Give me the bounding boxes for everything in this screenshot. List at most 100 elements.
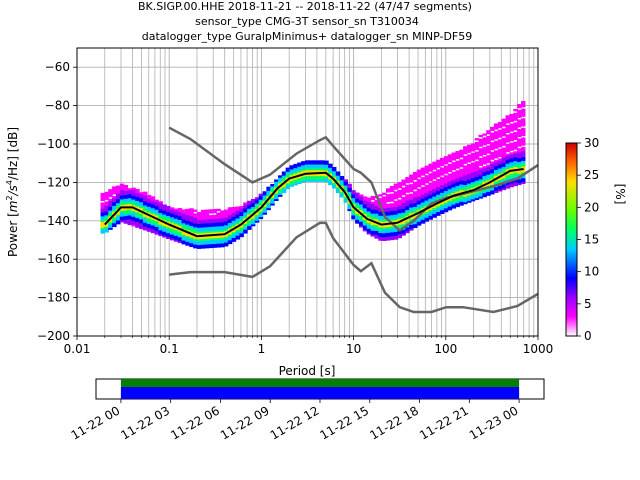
density-cell: [401, 193, 406, 196]
density-cell: [486, 164, 491, 168]
density-cell: [266, 190, 271, 193]
density-cell: [177, 229, 183, 232]
density-cell: [509, 144, 514, 147]
density-cell: [412, 193, 418, 196]
density-cell: [455, 170, 460, 173]
density-cell: [127, 197, 132, 201]
density-cell: [343, 185, 349, 188]
density-cell: [459, 153, 464, 156]
density-cell: [409, 184, 414, 187]
density-cell: [200, 209, 206, 213]
density-cell: [447, 183, 453, 186]
density-cell: [505, 117, 511, 120]
density-cell: [154, 207, 159, 210]
density-cell: [420, 213, 426, 216]
density-cell: [239, 219, 244, 222]
timeline-tick-label: 11-22 09: [218, 403, 272, 442]
density-cell: [389, 193, 395, 196]
density-cell: [119, 216, 125, 219]
density-cell: [158, 208, 163, 212]
density-cell: [304, 179, 310, 182]
density-cell: [200, 217, 206, 220]
density-cell: [127, 192, 132, 195]
density-cell: [447, 163, 453, 167]
density-cell: [401, 189, 406, 192]
density-cell: [382, 196, 387, 199]
density-cell: [142, 191, 148, 194]
density-cell: [193, 209, 198, 212]
density-cell: [358, 219, 364, 222]
density-cell: [270, 199, 275, 202]
density-cell: [416, 192, 422, 195]
y-tick-label: −140: [37, 214, 70, 228]
density-cell: [382, 217, 387, 220]
density-cell: [517, 109, 522, 113]
density-cell: [497, 160, 503, 163]
density-cell: [181, 240, 186, 243]
density-cell: [200, 225, 206, 228]
density-cell: [409, 187, 414, 191]
density-cell: [420, 182, 426, 186]
density-cell: [424, 204, 430, 207]
density-cell: [409, 201, 414, 204]
density-cell: [235, 214, 241, 217]
density-cell: [405, 188, 410, 191]
density-cell: [428, 177, 433, 180]
density-cell: [385, 197, 391, 201]
density-cell: [185, 239, 190, 242]
density-cell: [470, 199, 476, 202]
density-cell: [432, 165, 437, 168]
density-cell: [416, 181, 422, 184]
density-cell: [355, 219, 360, 222]
density-cell: [439, 177, 445, 180]
density-cell: [439, 209, 445, 213]
density-cell: [100, 219, 105, 223]
density-cell: [439, 192, 445, 195]
density-cell: [424, 177, 430, 180]
density-cell: [393, 208, 399, 211]
density-cell: [127, 193, 132, 197]
density-cell: [412, 191, 418, 194]
density-cell: [223, 221, 229, 224]
density-cell: [474, 145, 480, 149]
density-cell: [520, 120, 526, 123]
density-cell: [416, 182, 422, 186]
density-cell: [177, 231, 183, 234]
density-cell: [108, 223, 113, 226]
density-cell: [420, 188, 426, 192]
density-cell: [482, 137, 487, 140]
density-cell: [482, 166, 487, 169]
density-cell: [239, 232, 244, 236]
density-cell: [100, 227, 105, 230]
density-cell: [304, 162, 310, 165]
density-cell: [447, 179, 453, 182]
density-cell: [436, 186, 441, 189]
density-cell: [262, 193, 268, 196]
density-cell: [432, 205, 437, 209]
density-cell: [220, 241, 225, 244]
density-cell: [362, 207, 368, 211]
density-cell: [181, 217, 186, 220]
density-cell: [177, 221, 183, 224]
density-cell: [208, 222, 213, 226]
density-cell: [112, 186, 117, 189]
density-cell: [497, 166, 503, 169]
density-cell: [397, 201, 403, 204]
density-cell: [517, 155, 522, 159]
density-cell: [351, 197, 356, 201]
density-cell: [135, 221, 140, 224]
density-cell: [482, 141, 487, 144]
x-tick-label: 0.1: [160, 342, 179, 356]
density-cell: [501, 130, 507, 133]
density-cell: [177, 213, 183, 217]
density-cell: [177, 236, 183, 240]
density-cell: [258, 199, 264, 202]
density-cell: [177, 233, 183, 236]
density-cell: [243, 231, 248, 234]
density-cell: [112, 188, 117, 191]
density-cell: [497, 170, 503, 173]
density-cell: [312, 164, 318, 167]
density-cell: [370, 222, 376, 226]
density-cell: [420, 215, 426, 218]
density-cell: [490, 126, 495, 130]
